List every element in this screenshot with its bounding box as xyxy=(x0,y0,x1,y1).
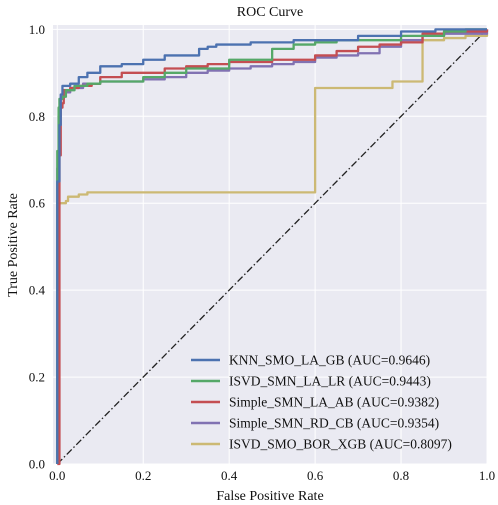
y-tick-label: 0.6 xyxy=(29,196,46,211)
y-tick-label: 0.0 xyxy=(29,457,45,472)
y-tick-label: 1.0 xyxy=(29,22,45,37)
grid xyxy=(53,25,488,465)
diagonal-reference-line xyxy=(56,28,488,465)
plot-area xyxy=(53,25,487,464)
x-tick-label: 0.6 xyxy=(307,468,324,483)
y-tick-labels: 0.0 0.2 0.4 0.6 0.8 1.0 xyxy=(29,22,46,472)
legend-label: ISVD_SMN_LA_LR (AUC=0.9443) xyxy=(229,374,431,389)
roc-line xyxy=(56,28,487,464)
legend-label: ISVD_SMO_BOR_XGB (AUC=0.8097) xyxy=(229,437,452,452)
roc-line xyxy=(56,28,487,464)
y-axis-title: True Positive Rate xyxy=(6,193,21,297)
x-axis-title: False Positive Rate xyxy=(216,489,323,504)
y-tick-label: 0.2 xyxy=(29,370,45,385)
legend-label: Simple_SMN_LA_AB (AUC=0.9382) xyxy=(229,395,439,410)
y-tick-label: 0.4 xyxy=(29,283,46,298)
x-tick-label: 1.0 xyxy=(479,468,495,483)
roc-line xyxy=(56,33,489,464)
x-tick-labels: 0.0 0.2 0.4 0.6 0.8 1.0 xyxy=(49,468,495,483)
x-tick-label: 0.4 xyxy=(221,468,238,483)
x-tick-label: 0.0 xyxy=(49,468,65,483)
x-tick-label: 0.2 xyxy=(135,468,151,483)
legend: KNN_SMO_LA_GB (AUC=0.9646) ISVD_SMN_LA_LR… xyxy=(191,353,452,452)
roc-line xyxy=(56,29,489,464)
chart-title: ROC Curve xyxy=(237,5,304,20)
x-tick-label: 0.8 xyxy=(393,468,409,483)
y-tick-label: 0.8 xyxy=(29,109,45,124)
legend-label: Simple_SMN_RD_CB (AUC=0.9354) xyxy=(229,416,439,431)
roc-series-lines xyxy=(56,28,489,466)
roc-line xyxy=(57,29,489,466)
diagonal-line xyxy=(56,28,488,465)
legend-label: KNN_SMO_LA_GB (AUC=0.9646) xyxy=(229,353,430,368)
